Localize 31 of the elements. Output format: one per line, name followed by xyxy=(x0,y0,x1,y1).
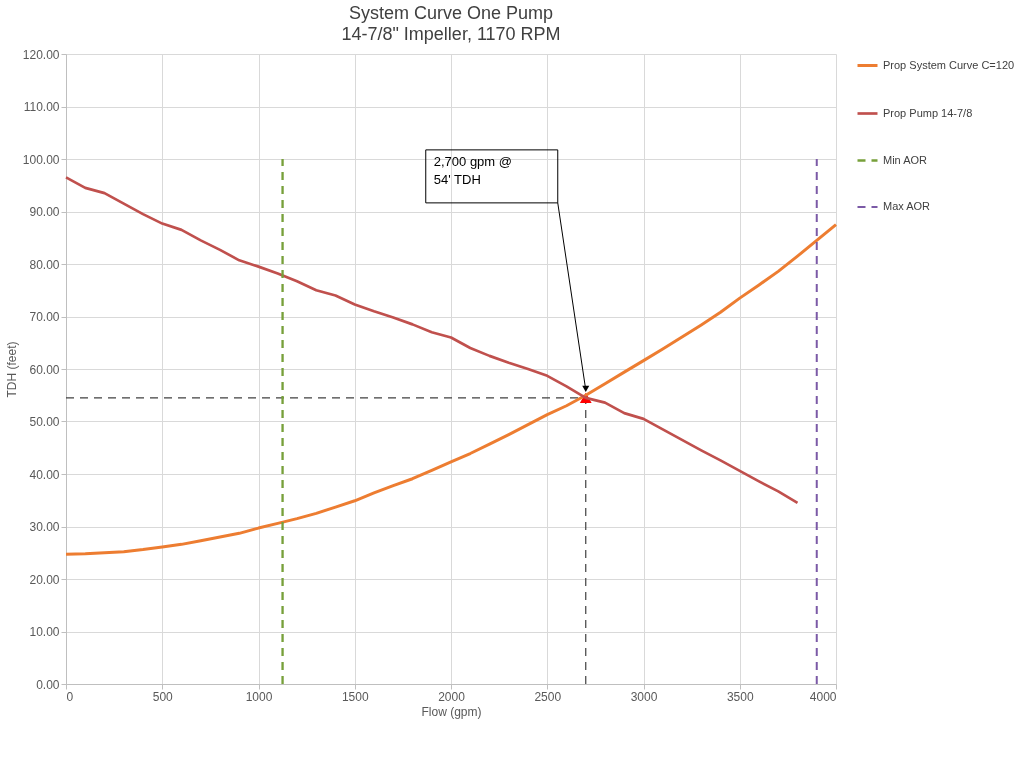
x-tick-label: 2000 xyxy=(438,689,466,704)
y-tick-label: 40.00 xyxy=(29,467,60,482)
annotation: 2,700 gpm @ 54' TDH xyxy=(433,153,512,187)
x-tick-label: 500 xyxy=(152,689,174,704)
x-tick-label: 3500 xyxy=(726,689,754,704)
chart-title: System Curve One Pump xyxy=(348,3,554,23)
y-tick-label: 50.00 xyxy=(29,415,60,429)
legend-label: Max AOR xyxy=(883,200,931,212)
chart-subtitle: 14-7/8" Impeller, 1170 RPM xyxy=(341,24,561,44)
x-tick-label: 3000 xyxy=(630,689,658,704)
y-tick-label: 80.00 xyxy=(29,257,60,272)
x-tick-label: 2500 xyxy=(534,689,562,704)
y-tick-label: 10.00 xyxy=(29,625,60,639)
legend-label: Min AOR xyxy=(883,153,928,166)
y-tick-label: 120.00 xyxy=(22,47,60,62)
y-tick-label: 100.00 xyxy=(22,152,60,167)
y-tick-label: 30.00 xyxy=(29,520,60,534)
x-tick-label: 4000 xyxy=(809,689,837,704)
x-tick-label: 1000 xyxy=(245,689,273,704)
y-tick-label: 70.00 xyxy=(29,310,60,324)
y-tick-label: 20.00 xyxy=(29,572,60,587)
x-tick-label: 1500 xyxy=(341,689,369,704)
y-tick-label: 90.00 xyxy=(29,205,60,219)
y-axis-title: TDH (feet) xyxy=(4,341,19,398)
legend-label: Prop System Curve C=120 xyxy=(883,58,1015,71)
legend-label: Prop Pump 14-7/8 xyxy=(883,106,973,119)
y-tick-label: 60.00 xyxy=(29,362,60,377)
x-axis-title: Flow (gpm) xyxy=(421,704,482,719)
y-tick-label: 0.00 xyxy=(36,677,60,692)
x-tick-label: 0 xyxy=(66,689,74,704)
y-tick-label: 110.00 xyxy=(23,100,60,114)
